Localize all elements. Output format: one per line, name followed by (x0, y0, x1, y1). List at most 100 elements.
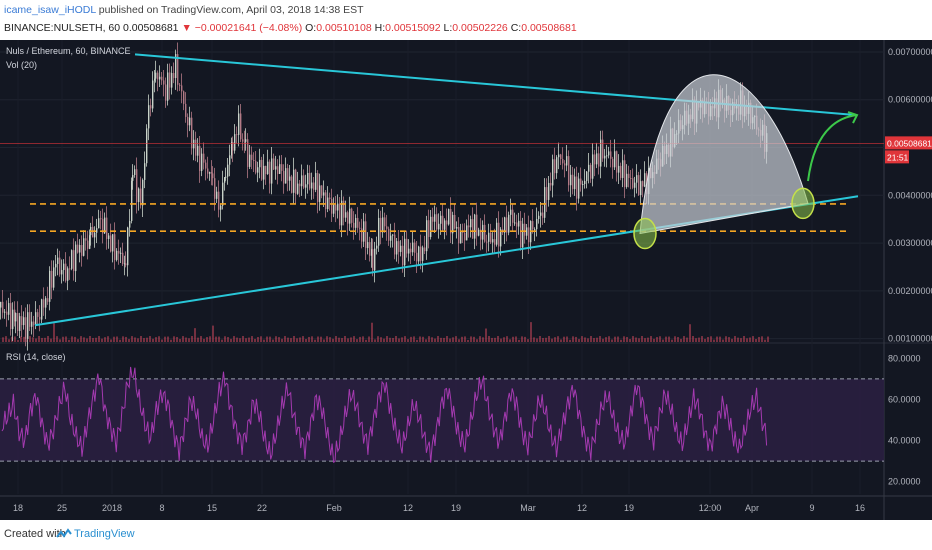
volume-bar (284, 336, 286, 342)
volume-bar (92, 338, 94, 342)
candle-body (81, 245, 83, 256)
price-tick-label: 0.00300000 (888, 238, 932, 248)
candle-body (522, 223, 524, 248)
candle-body (19, 316, 21, 331)
volume-bar (155, 337, 157, 342)
rsi-band (0, 378, 884, 462)
volume-bar (122, 336, 124, 342)
candle-body (626, 173, 628, 187)
volume-bar (734, 336, 736, 342)
candle-body (134, 169, 136, 176)
candle-body (301, 175, 303, 187)
candle-body (369, 242, 371, 256)
candle-body (197, 145, 199, 156)
volume-bar (23, 336, 25, 342)
candle-body (71, 250, 73, 269)
volume-bar (548, 336, 550, 342)
volume-bar (608, 336, 610, 342)
candle-body (293, 169, 295, 193)
candle-body (474, 214, 476, 239)
candle-body (396, 241, 398, 255)
candle-body (335, 204, 337, 211)
volume-bar (107, 336, 109, 342)
candle-body (73, 250, 75, 272)
volume-bar (362, 336, 364, 342)
candle-body (584, 180, 586, 184)
candle-body (89, 235, 91, 249)
volume-bar (617, 336, 619, 342)
chart-area[interactable]: 0.00700000 0.00600000 0.00400000 0.00300000… (0, 40, 932, 520)
volume-bar (518, 339, 520, 342)
volume-bar (746, 338, 748, 342)
candle-body (642, 181, 644, 187)
candle-body (398, 241, 400, 252)
chart-canvas[interactable]: 0.00700000 0.00600000 0.00400000 0.00300000… (0, 40, 932, 520)
candle-body (289, 176, 291, 181)
volume-bar (359, 336, 361, 342)
volume-bar (698, 337, 700, 342)
volume-bar (383, 338, 385, 342)
candle-body (618, 165, 620, 173)
candle-body (146, 128, 148, 164)
candle-body (2, 301, 4, 313)
candle-body (51, 270, 53, 288)
candle-body (349, 208, 351, 224)
candle-body (355, 217, 357, 228)
candle-body (209, 172, 211, 174)
candle-body (212, 173, 214, 179)
candle-body (347, 212, 349, 224)
volume-bar (275, 336, 277, 342)
volume-bar (524, 336, 526, 342)
countdown-tag (885, 150, 909, 164)
volume-bar (338, 337, 340, 342)
volume-bar (341, 338, 343, 342)
candle-body (460, 231, 462, 244)
candle-body (234, 134, 236, 151)
volume-bar (419, 336, 421, 342)
volume-bar (146, 337, 148, 342)
volume-bar (212, 325, 214, 342)
volume-bar (623, 336, 625, 342)
volume-bar (539, 336, 541, 342)
last-price-tag-label: 0.00508681 (887, 138, 932, 148)
time-tick-label: 18 (13, 503, 23, 513)
candle-body (380, 217, 382, 233)
volume-bar (530, 322, 532, 342)
candle-body (566, 156, 568, 166)
candle-body (279, 164, 281, 174)
candle-body (305, 184, 307, 188)
candle-body (47, 298, 49, 302)
candle-body (594, 154, 596, 165)
candle-body (343, 200, 345, 218)
candle-body (114, 234, 116, 260)
candle-body (100, 218, 102, 220)
volume-bar (335, 336, 337, 342)
candle-body (238, 113, 240, 135)
tradingview-brand[interactable]: TradingView (74, 528, 135, 540)
candle-body (163, 80, 165, 85)
volume-bar (488, 336, 490, 342)
candle-body (269, 161, 271, 184)
volume-bar (671, 339, 673, 342)
candle-body (478, 229, 480, 236)
volume-bar (476, 339, 478, 342)
high-label: H: (374, 22, 386, 34)
candle-body (98, 218, 100, 229)
volume-bar (674, 336, 676, 342)
candle-body (124, 263, 126, 265)
volume-bar (647, 337, 649, 342)
candle-body (211, 172, 213, 174)
candle-body (307, 172, 309, 185)
candle-body (277, 166, 279, 174)
volume-bar (347, 338, 349, 342)
candle-body (374, 248, 376, 271)
volume-bar (719, 336, 721, 342)
candle-body (267, 161, 269, 175)
candle-body (371, 249, 373, 256)
volume-bar (11, 336, 13, 342)
candle-body (106, 217, 108, 239)
author-link[interactable]: icame_isaw_iHODL (4, 4, 96, 16)
volume-bar (89, 336, 91, 342)
candle-body (468, 225, 470, 228)
candle-body (315, 173, 317, 190)
